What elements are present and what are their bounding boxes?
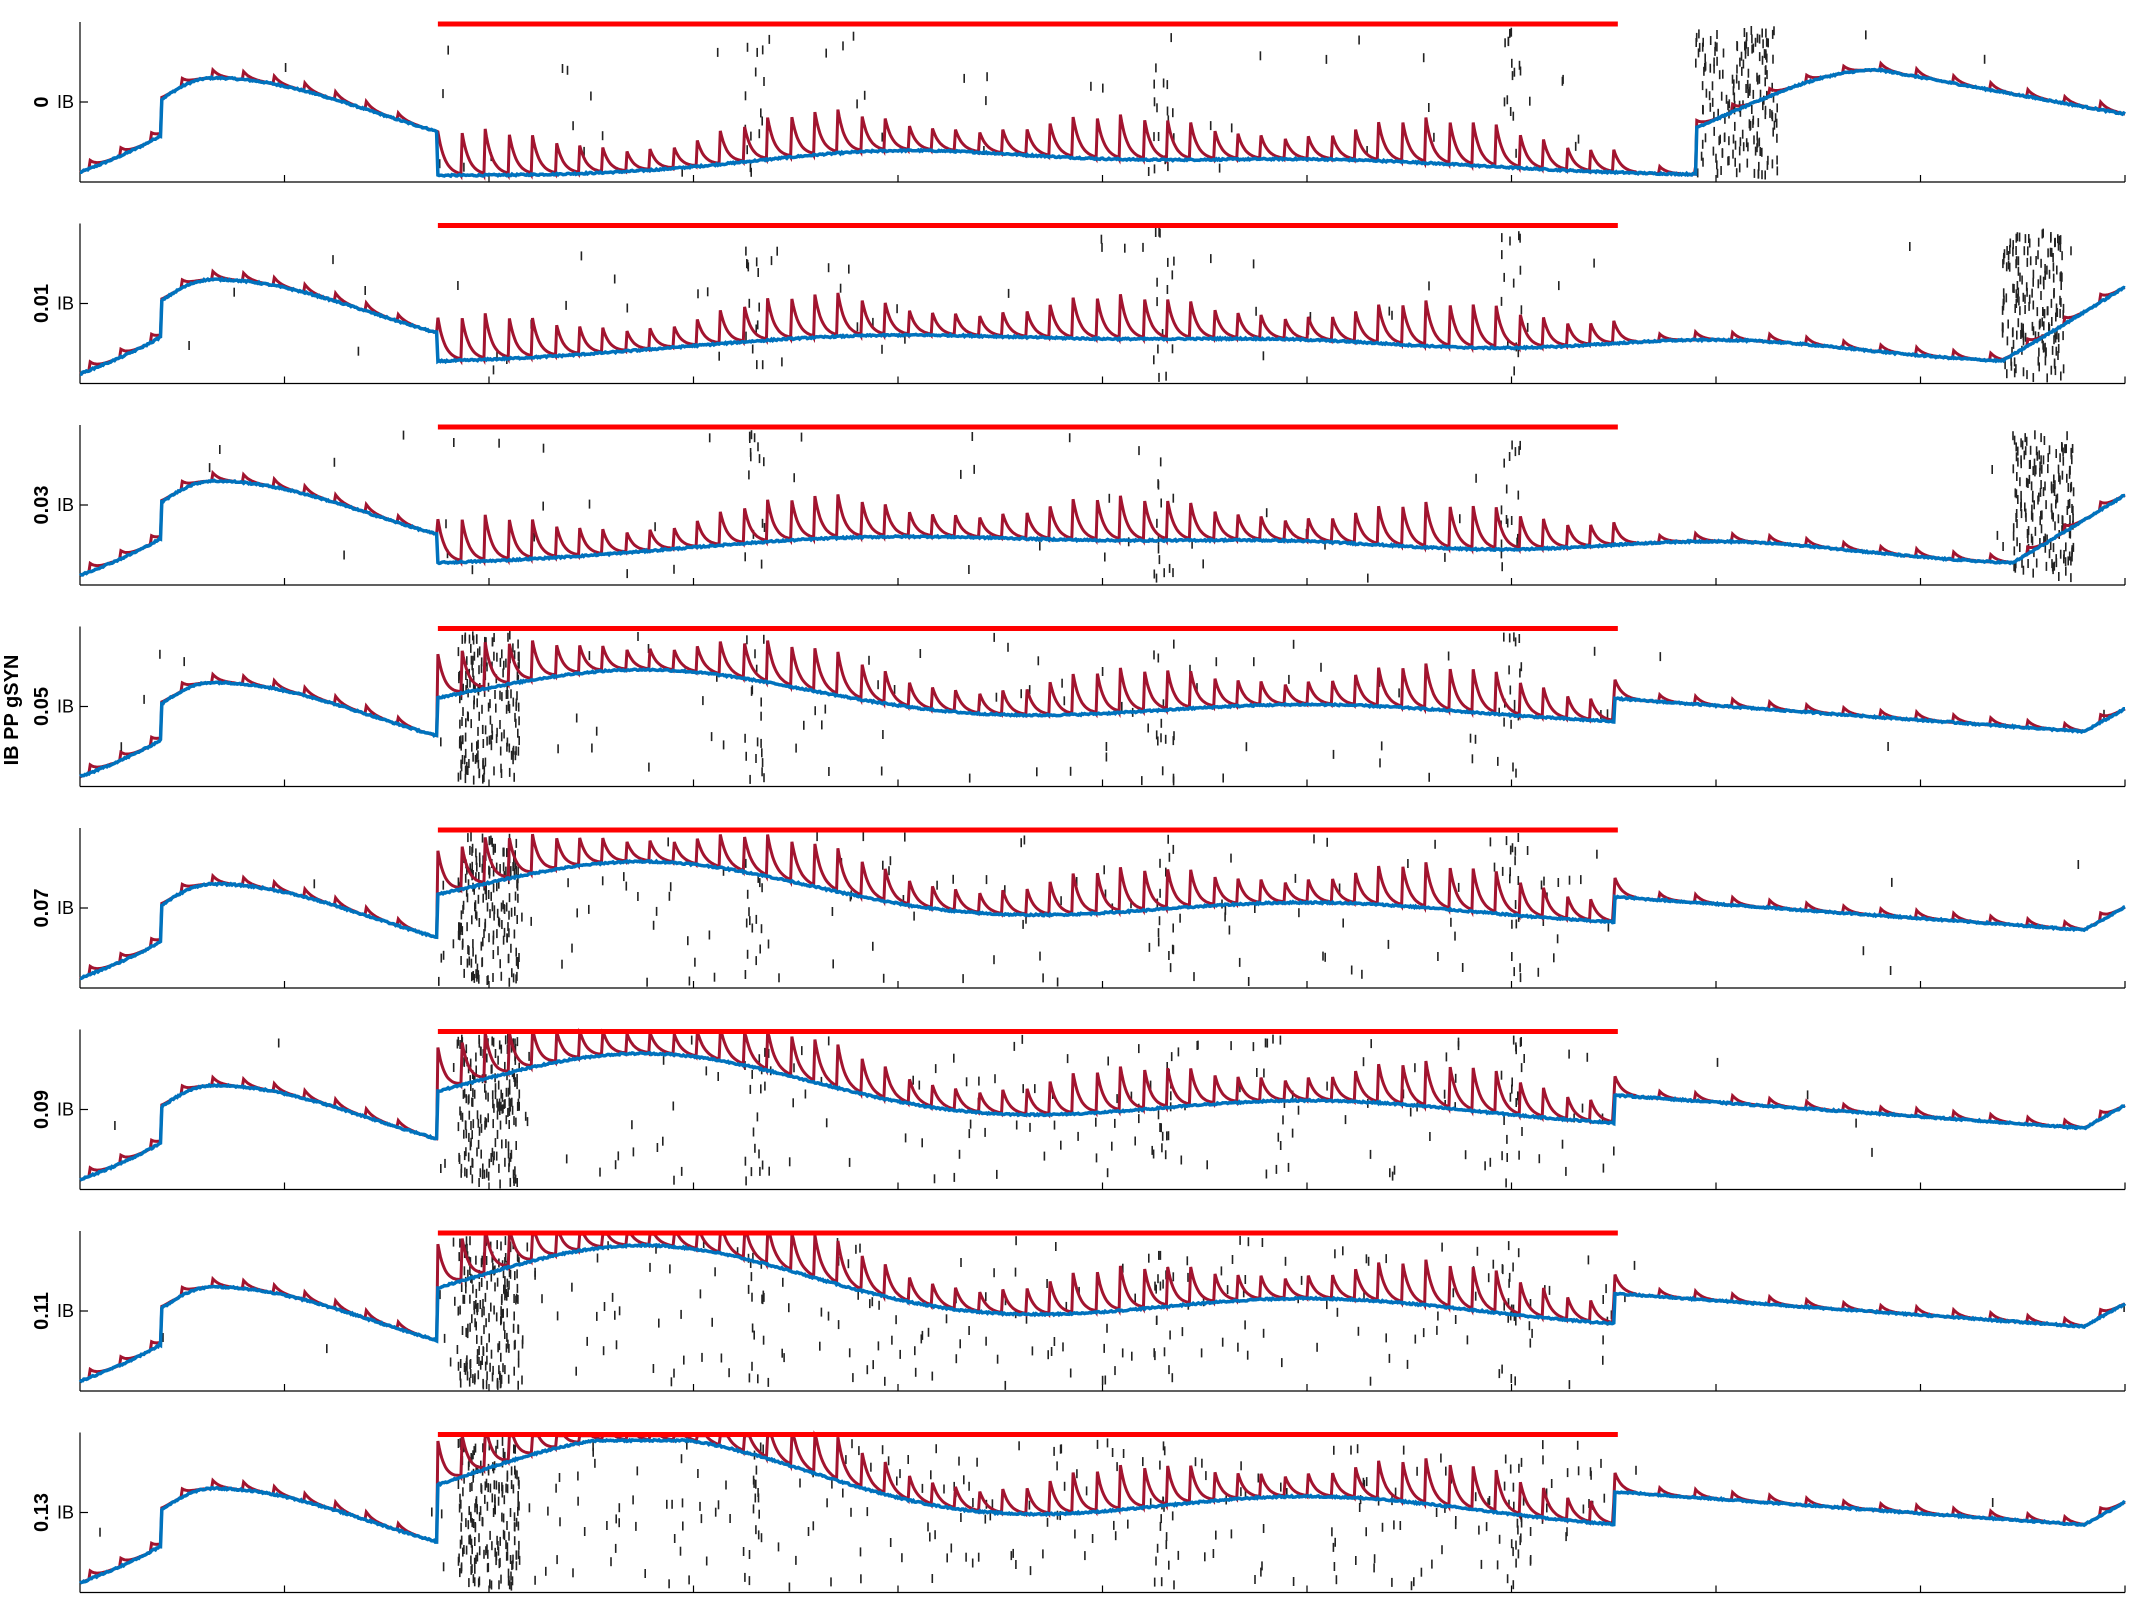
trace-slow-line — [79, 667, 2125, 778]
spike-raster — [120, 630, 2105, 786]
panel-label: 0.11 — [31, 1292, 53, 1330]
trace-slow-line — [79, 276, 2126, 376]
y-tick-label: IB — [57, 1100, 74, 1120]
panel-label: 0.01 — [31, 284, 53, 323]
y-tick-label: IB — [57, 1503, 74, 1523]
y-tick-label: IB — [57, 898, 74, 918]
y-tick-label: IB — [57, 495, 74, 515]
panel: IB0.01 — [31, 223, 2126, 385]
trace-fast-line — [79, 1430, 2126, 1585]
trace-fast-line — [79, 469, 2126, 577]
spike-raster — [208, 430, 2075, 583]
panel-label: 0.07 — [31, 889, 53, 928]
trace-fast-line — [79, 833, 2126, 980]
trace-fast-line — [79, 640, 2126, 779]
panel: IB0.09 — [31, 1027, 2126, 1191]
trace-slow-line — [79, 1051, 2126, 1182]
panel-label: 0.13 — [31, 1493, 53, 1532]
y-tick-label: IB — [57, 697, 74, 717]
panel: IB0.11 — [31, 1230, 2127, 1392]
panel: IB0.05 — [31, 626, 2126, 788]
panels: IB0IB0.01IB0.03IB0.05IB0.07IB0.09IB0.11I… — [31, 21, 2127, 1594]
panel: IB 0 — [31, 21, 2126, 183]
y-tick-label: IB — [57, 92, 74, 112]
panel-label: 0.09 — [31, 1090, 53, 1129]
trace-fast-line — [79, 1027, 2126, 1182]
panel: IB0.03 — [31, 424, 2126, 586]
spike-raster — [99, 1436, 1994, 1592]
spike-raster — [162, 1235, 2125, 1390]
panel-label: 0.03 — [31, 486, 53, 525]
panel-label: 0 — [31, 96, 53, 107]
trace-slow-line — [78, 1242, 2127, 1384]
trace-slow-line — [78, 1437, 2126, 1585]
panel-label: 0.05 — [31, 687, 53, 726]
trace-slow-line — [80, 67, 2126, 179]
panel: IB0.13 — [31, 1430, 2126, 1594]
y-axis-title: IB PP gSYN — [1, 655, 23, 766]
y-tick-label: IB — [57, 294, 74, 314]
y-tick-label: IB — [57, 1301, 74, 1321]
trace-slow-line — [79, 858, 2126, 981]
spike-raster — [313, 832, 2080, 987]
trace-fast-line — [79, 268, 2126, 376]
spike-raster — [114, 1034, 1873, 1189]
panel: IB0.07 — [31, 827, 2126, 989]
spike-raster — [284, 26, 1986, 180]
trace-slow-line — [78, 478, 2126, 577]
